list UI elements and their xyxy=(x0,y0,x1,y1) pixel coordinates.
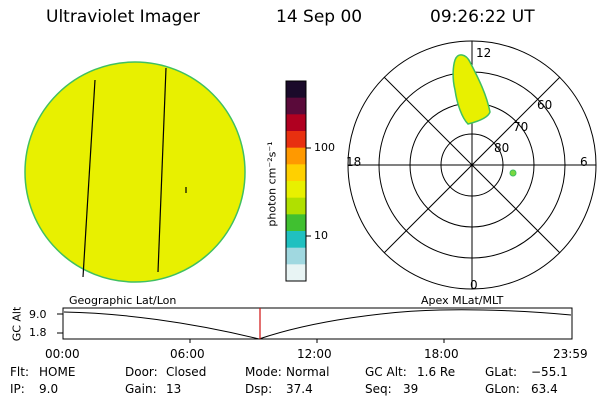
image-date: 14 Sep 00 xyxy=(276,7,363,27)
colorbar-band xyxy=(286,181,306,199)
gain-value: 13 xyxy=(166,382,182,396)
lat-label-60: 60 xyxy=(537,98,553,112)
lat-label-80: 80 xyxy=(494,141,510,155)
colorbar-band xyxy=(286,247,306,265)
geographic-title: Geographic Lat/Lon xyxy=(69,294,177,307)
gc-alt-label: GC Alt: xyxy=(365,365,407,379)
colorbar-band xyxy=(286,264,306,282)
dsp-label: Dsp: xyxy=(245,382,273,396)
altitude-axis-label: GC Alt xyxy=(10,306,24,342)
glat-label: GLat: xyxy=(485,365,518,379)
dsp-value: 37.4 xyxy=(286,382,313,396)
mlt-label-12: 12 xyxy=(476,46,492,60)
time-tick-label: 06:00 xyxy=(170,347,205,361)
auroral-emission-region xyxy=(452,54,491,125)
ip-value: 9.0 xyxy=(39,382,59,396)
colorbar-band xyxy=(286,197,306,215)
altitude-min-label: 1.8 xyxy=(29,326,47,339)
mode-label: Mode: xyxy=(245,365,282,379)
gain-label: Gain: xyxy=(125,382,157,396)
mode-value: Normal xyxy=(286,365,330,379)
altitude-plot xyxy=(57,307,573,343)
earth-disk-image xyxy=(24,61,246,283)
polar-plot xyxy=(347,40,597,290)
colorbar-tick-label: 10 xyxy=(314,229,328,242)
mlt-label-18: 18 xyxy=(346,155,362,169)
lat-label-70: 70 xyxy=(513,120,529,134)
time-tick-label: 18:00 xyxy=(424,347,459,361)
door-label: Door: xyxy=(125,365,158,379)
time-tick-label: 23:59 xyxy=(553,347,588,361)
gc-alt-value: 1.6 Re xyxy=(417,365,456,379)
time-tick-label: 12:00 xyxy=(297,347,332,361)
colorbar-band xyxy=(286,81,306,99)
time-tick-label: 00:00 xyxy=(45,347,80,361)
colorbar-tick-label: 100 xyxy=(314,141,335,154)
longitude-line xyxy=(82,79,96,278)
altitude-curve xyxy=(63,309,572,340)
instrument-title: Ultraviolet Imager xyxy=(46,7,200,27)
altitude-max-label: 9.0 xyxy=(29,308,47,321)
mlt-label-0: 0 xyxy=(470,278,478,292)
glon-value: 63.4 xyxy=(531,382,558,396)
colorbar-unit-label: photon cm⁻²s⁻¹ xyxy=(265,141,279,227)
glat-value: −55.1 xyxy=(531,365,568,379)
seq-label: Seq: xyxy=(365,382,392,396)
colorbar-band xyxy=(286,214,306,232)
flight-value: HOME xyxy=(39,365,76,379)
colorbar-band xyxy=(286,231,306,249)
glon-label: GLon: xyxy=(485,382,520,396)
apex-title: Apex MLat/MLT xyxy=(421,294,504,307)
longitude-line xyxy=(157,67,167,273)
ip-label: IP: xyxy=(10,382,25,396)
colorbar-band xyxy=(286,131,306,149)
seq-value: 39 xyxy=(403,382,419,396)
emission-spot xyxy=(509,169,517,177)
colorbar-band xyxy=(286,147,306,165)
flight-label: Flt: xyxy=(10,365,29,379)
colorbar-band xyxy=(286,97,306,115)
colorbar-band xyxy=(286,164,306,182)
mlt-label-6: 6 xyxy=(580,155,588,169)
color-scale-bar xyxy=(285,80,311,282)
colorbar-band xyxy=(286,114,306,132)
door-value: Closed xyxy=(166,365,207,379)
image-time: 09:26:22 UT xyxy=(430,7,535,27)
